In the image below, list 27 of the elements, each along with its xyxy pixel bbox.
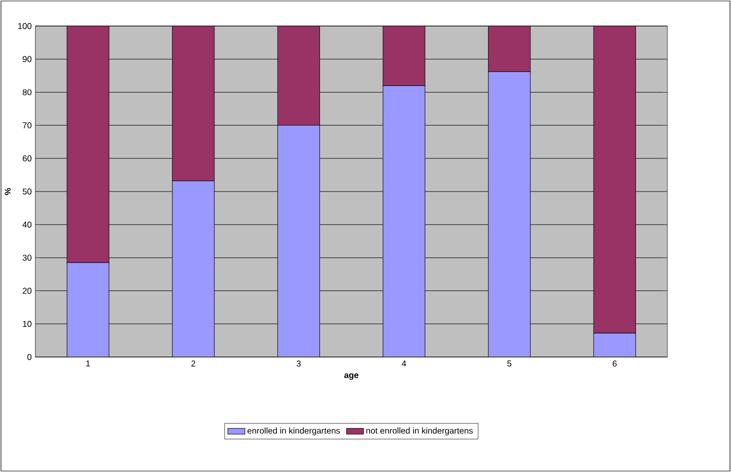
x-tick-label: 4 bbox=[402, 360, 406, 366]
bar bbox=[172, 26, 215, 182]
y-tick-label: 40 bbox=[22, 222, 32, 228]
y-tick-label: 90 bbox=[22, 56, 32, 62]
y-tick-label: 30 bbox=[22, 254, 32, 261]
bar bbox=[277, 26, 320, 126]
y-tick-label: 50 bbox=[22, 188, 32, 195]
x-tick-label: 2 bbox=[191, 360, 196, 366]
x-axis-title: age bbox=[344, 373, 358, 380]
bar bbox=[382, 26, 426, 86]
y-tick-label: 20 bbox=[22, 288, 32, 294]
y-tick-label: 10 bbox=[22, 320, 32, 327]
y-tick-label: 0 bbox=[27, 354, 32, 360]
legend-label: not enrolled in kindergartens bbox=[366, 427, 473, 436]
y-axis-title: % bbox=[4, 188, 11, 196]
y-tick-label: 100 bbox=[18, 22, 32, 30]
legend-label: enrolled in kindergartens bbox=[248, 427, 340, 436]
x-tick-label: 1 bbox=[86, 360, 90, 366]
bar bbox=[593, 26, 636, 334]
bar bbox=[66, 26, 110, 263]
y-tick-label: 60 bbox=[22, 155, 32, 162]
x-tick-label: 3 bbox=[296, 360, 301, 367]
bar bbox=[488, 26, 531, 72]
y-tick-label: 70 bbox=[22, 122, 32, 128]
y-tick-label: 80 bbox=[22, 89, 32, 96]
x-tick-label: 6 bbox=[612, 360, 617, 367]
x-tick-label: 5 bbox=[507, 360, 512, 366]
